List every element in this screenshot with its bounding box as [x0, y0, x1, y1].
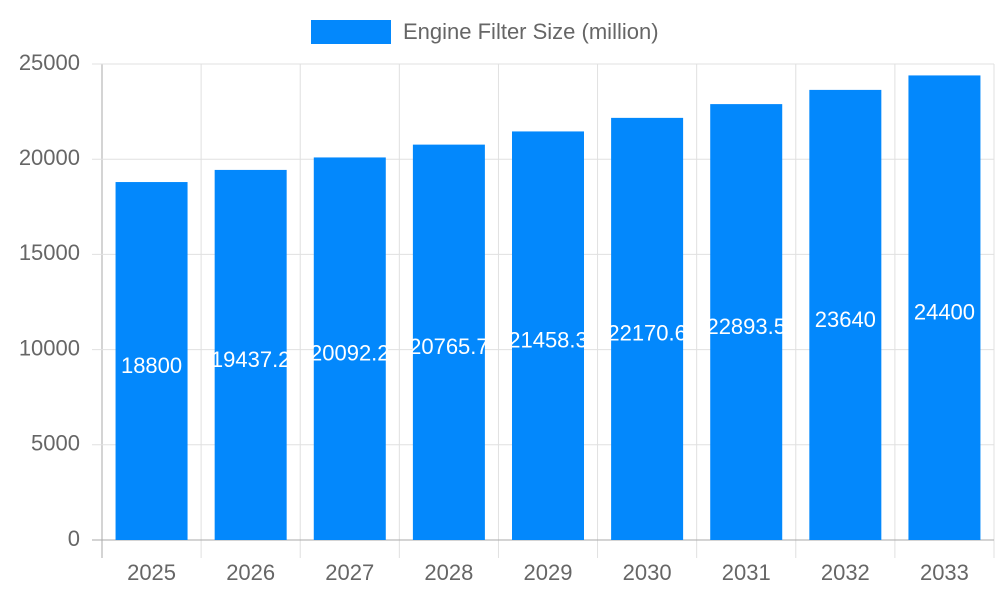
value-label: 20765.7 — [409, 334, 489, 359]
y-tick-label: 15000 — [19, 240, 80, 265]
bar — [313, 157, 386, 540]
value-label: 18800 — [121, 353, 182, 378]
x-tick-label: 2032 — [821, 560, 870, 585]
x-tick-label: 2025 — [127, 560, 176, 585]
bar — [412, 144, 485, 540]
bar — [908, 75, 981, 540]
bar — [809, 89, 882, 540]
value-label: 19437.2 — [211, 347, 291, 372]
bar — [214, 169, 287, 540]
x-tick-label: 2028 — [424, 560, 473, 585]
value-label: 23640 — [815, 307, 876, 332]
y-tick-label: 20000 — [19, 145, 80, 170]
value-label: 24400 — [914, 300, 975, 325]
y-tick-label: 5000 — [31, 431, 80, 456]
value-label: 22893.5 — [706, 314, 786, 339]
value-label: 22170.6 — [607, 321, 687, 346]
bar — [512, 131, 584, 541]
x-tick-label: 2030 — [623, 560, 672, 585]
x-tick-label: 2031 — [722, 560, 771, 585]
bar — [611, 117, 684, 541]
legend-label: Engine Filter Size (million) — [403, 19, 659, 44]
y-tick-label: 10000 — [19, 335, 80, 360]
y-tick-label: 25000 — [19, 50, 80, 75]
y-tick-label: 0 — [68, 526, 80, 551]
x-tick-label: 2027 — [325, 560, 374, 585]
value-label: 20092.2 — [310, 341, 390, 366]
legend-swatch — [311, 20, 391, 44]
bar — [115, 182, 188, 540]
value-label: 21458.3 — [508, 328, 588, 353]
x-tick-label: 2033 — [920, 560, 969, 585]
bar — [710, 104, 783, 540]
x-tick-label: 2026 — [226, 560, 275, 585]
x-tick-label: 2029 — [524, 560, 573, 585]
